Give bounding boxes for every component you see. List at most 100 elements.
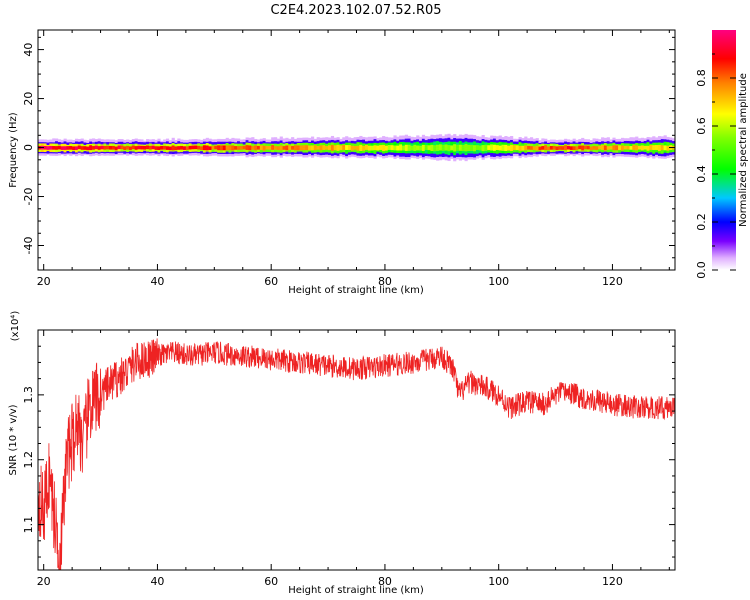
heatmap-cell bbox=[495, 142, 499, 144]
heatmap-cell bbox=[464, 146, 468, 148]
heatmap-cell bbox=[183, 148, 187, 150]
heatmap-cell bbox=[510, 138, 514, 140]
heatmap-cell bbox=[475, 141, 480, 143]
heatmap-cell bbox=[180, 153, 184, 155]
heatmap-cell bbox=[413, 144, 417, 146]
heatmap-cell bbox=[66, 143, 70, 145]
heatmap-cell bbox=[353, 139, 357, 142]
heatmap-cell bbox=[612, 151, 616, 153]
heatmap-cell bbox=[632, 153, 636, 155]
heatmap-cell bbox=[89, 138, 93, 141]
heatmap-cell bbox=[444, 144, 448, 146]
heatmap-cell bbox=[311, 141, 315, 143]
heatmap-cell bbox=[74, 144, 79, 147]
heatmap-cell bbox=[487, 147, 491, 149]
heatmap-cell bbox=[456, 144, 460, 146]
heatmap-cell bbox=[387, 141, 391, 143]
heatmap-cell bbox=[592, 148, 596, 150]
heatmap-cell bbox=[225, 137, 229, 140]
heatmap-cell bbox=[299, 153, 303, 156]
heatmap-cell bbox=[231, 148, 235, 151]
heatmap-cell bbox=[615, 142, 619, 145]
heatmap-cell bbox=[527, 140, 531, 143]
heatmap-cell bbox=[453, 159, 457, 162]
heatmap-cell bbox=[171, 153, 175, 156]
heatmap-cell bbox=[259, 146, 263, 148]
heatmap-cell bbox=[481, 138, 485, 141]
heatmap-cell bbox=[549, 140, 554, 143]
heatmap-cell bbox=[467, 145, 471, 148]
heatmap-cell bbox=[339, 140, 343, 142]
heatmap-cell bbox=[584, 139, 588, 141]
heatmap-cell bbox=[69, 154, 73, 156]
heatmap-cell bbox=[188, 139, 192, 141]
heatmap-cell bbox=[365, 150, 369, 153]
colorbar: 0.00.20.40.60.8 Normalized spectral ampl… bbox=[695, 30, 749, 279]
heatmap-cell bbox=[279, 138, 283, 141]
heatmap-cell bbox=[188, 145, 192, 148]
heatmap-cell bbox=[109, 152, 113, 155]
heatmap-cell bbox=[490, 140, 494, 142]
heatmap-cell bbox=[447, 141, 451, 143]
heatmap-cell bbox=[339, 146, 343, 148]
heatmap-cell bbox=[160, 144, 164, 146]
heatmap-cell bbox=[396, 155, 400, 157]
heatmap-cell bbox=[129, 147, 133, 149]
heatmap-cell bbox=[180, 144, 184, 146]
heatmap-cell bbox=[504, 154, 508, 156]
heatmap-cell bbox=[413, 154, 417, 156]
heatmap-cell bbox=[518, 148, 522, 150]
heatmap-cell bbox=[339, 154, 343, 157]
heatmap-cell bbox=[467, 151, 471, 154]
heatmap-cell bbox=[319, 149, 323, 152]
heatmap-cell bbox=[333, 149, 337, 152]
heatmap-cell bbox=[77, 148, 81, 151]
heatmap-cell bbox=[316, 148, 320, 150]
heatmap-cell bbox=[532, 153, 536, 155]
heatmap-cell bbox=[396, 142, 400, 145]
heatmap-cell bbox=[111, 141, 116, 144]
heatmap-cell bbox=[478, 146, 482, 148]
heatmap-cell bbox=[578, 141, 582, 144]
heatmap-cell bbox=[333, 148, 337, 151]
heatmap-cell bbox=[390, 147, 394, 149]
heatmap-cell bbox=[512, 153, 517, 155]
heatmap-cell bbox=[200, 149, 204, 152]
heatmap-cell bbox=[549, 154, 554, 156]
heatmap-cell bbox=[322, 155, 326, 158]
heatmap-cell bbox=[643, 143, 647, 145]
heatmap-cell bbox=[652, 142, 656, 144]
heatmap-cell bbox=[470, 151, 474, 154]
heatmap-cell bbox=[501, 137, 505, 139]
heatmap-cell bbox=[205, 153, 209, 156]
heatmap-cell bbox=[183, 149, 187, 152]
heatmap-cell bbox=[498, 145, 502, 147]
heatmap-cell bbox=[188, 144, 192, 146]
heatmap-cell bbox=[86, 141, 90, 143]
heatmap-cell bbox=[481, 153, 485, 155]
heatmap-cell bbox=[245, 144, 249, 147]
heatmap-cell bbox=[441, 153, 445, 155]
heatmap-cell bbox=[615, 147, 619, 150]
heatmap-cell bbox=[157, 142, 161, 144]
heatmap-cell bbox=[407, 144, 411, 146]
heatmap-cell bbox=[421, 143, 426, 145]
heatmap-cell bbox=[444, 138, 448, 140]
heatmap-cell bbox=[552, 140, 556, 143]
heatmap-cell bbox=[370, 150, 374, 152]
heatmap-cell bbox=[185, 139, 190, 142]
heatmap-cell bbox=[222, 140, 226, 142]
heatmap-cell bbox=[595, 146, 599, 148]
heatmap-cell bbox=[114, 153, 118, 156]
heatmap-cell bbox=[274, 153, 278, 155]
heatmap-cell bbox=[436, 142, 440, 144]
heatmap-cell bbox=[120, 141, 124, 143]
heatmap-cell bbox=[262, 155, 266, 157]
heatmap-cell bbox=[566, 140, 571, 143]
heatmap-cell bbox=[518, 152, 522, 155]
heatmap-cell bbox=[120, 143, 124, 146]
heatmap-cell bbox=[615, 146, 619, 148]
heatmap-cell bbox=[655, 155, 659, 158]
heatmap-cell bbox=[316, 143, 320, 145]
heatmap-cell bbox=[302, 137, 306, 140]
